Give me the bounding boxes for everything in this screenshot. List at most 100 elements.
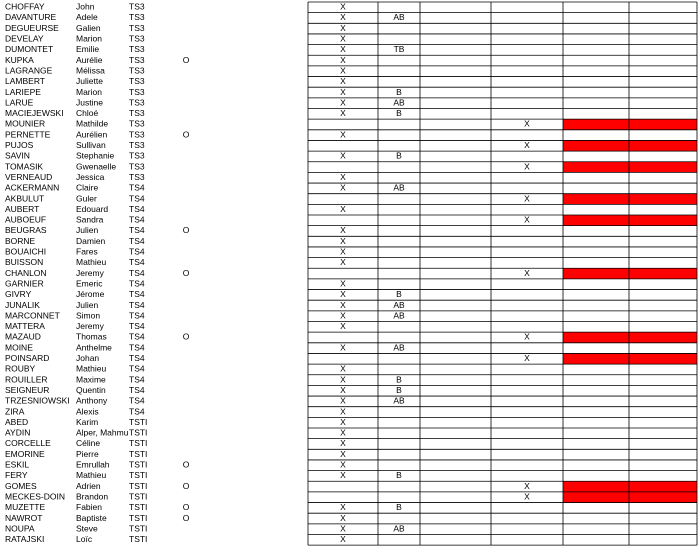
highlight-cell bbox=[563, 491, 697, 503]
cell-text: LARUE bbox=[5, 97, 34, 107]
cell-text: TSTI bbox=[129, 481, 147, 491]
cell-text: TS4 bbox=[129, 364, 145, 374]
cell-text: MATTERA bbox=[5, 321, 45, 331]
cell-text: ABED bbox=[5, 417, 28, 427]
cell-text: TRZESNIOWSKI bbox=[5, 396, 70, 406]
grid-cell-text: B bbox=[396, 470, 402, 480]
grid-cell-text: X bbox=[340, 417, 346, 427]
cell-text: TSTI bbox=[129, 513, 147, 523]
cell-text: MAZAUD bbox=[5, 332, 41, 342]
cell-text: GIVRY bbox=[5, 289, 32, 299]
grid-cell-text: B bbox=[396, 502, 402, 512]
cell-text: Adrien bbox=[76, 481, 101, 491]
cell-text: Marion bbox=[76, 34, 102, 44]
grid-cell-text: X bbox=[524, 140, 530, 150]
highlight-cell bbox=[563, 193, 697, 205]
grid-cell-text: X bbox=[340, 396, 346, 406]
cell-text: TS3 bbox=[129, 172, 145, 182]
cell-text: TS3 bbox=[129, 76, 145, 86]
grid-cell-text: X bbox=[340, 470, 346, 480]
cell-text: Jeremy bbox=[76, 268, 105, 278]
cell-text: VERNEAUD bbox=[5, 172, 52, 182]
cell-text: TS3 bbox=[129, 34, 145, 44]
cell-text: TSTI bbox=[129, 534, 147, 544]
cell-text: TS4 bbox=[129, 289, 145, 299]
cell-text: TS4 bbox=[129, 342, 145, 352]
cell-text: TS4 bbox=[129, 236, 145, 246]
cell-text: TS4 bbox=[129, 310, 145, 320]
cell-text: O bbox=[183, 481, 190, 491]
cell-text: Karim bbox=[76, 417, 98, 427]
cell-text: TS4 bbox=[129, 321, 145, 331]
cell-text: Emrullah bbox=[76, 460, 110, 470]
grid-cell-text: X bbox=[340, 460, 346, 470]
cell-text: John bbox=[76, 2, 95, 12]
cell-text: MUZETTE bbox=[5, 502, 45, 512]
grid-cell-text: X bbox=[340, 374, 346, 384]
grid-cell-text: X bbox=[340, 76, 346, 86]
grid-cell-text: AB bbox=[393, 396, 405, 406]
cell-text: BOUAICHI bbox=[5, 247, 46, 257]
cell-text: TS4 bbox=[129, 374, 145, 384]
grid-cell-text: B bbox=[396, 87, 402, 97]
cell-text: Aurélien bbox=[76, 129, 107, 139]
cell-text: Jessica bbox=[76, 172, 105, 182]
cell-text: TS4 bbox=[129, 268, 145, 278]
cell-text: TS4 bbox=[129, 278, 145, 288]
cell-text: BEUGRAS bbox=[5, 225, 47, 235]
grid-cell-text: X bbox=[340, 513, 346, 523]
grid-cell-text: X bbox=[340, 204, 346, 214]
cell-text: CHANLON bbox=[5, 268, 47, 278]
cell-text: FERY bbox=[5, 470, 28, 480]
cell-text: PERNETTE bbox=[5, 129, 51, 139]
grid-cell-text: TB bbox=[394, 44, 405, 54]
cell-text: JUNALIK bbox=[5, 300, 40, 310]
cell-text: Julien bbox=[76, 300, 98, 310]
cell-text: Edouard bbox=[76, 204, 108, 214]
cell-text: Mathieu bbox=[76, 364, 107, 374]
cell-text: Mathilde bbox=[76, 119, 108, 129]
cell-text: Guler bbox=[76, 193, 97, 203]
grid-cell-text: X bbox=[340, 428, 346, 438]
cell-text: O bbox=[183, 513, 190, 523]
cell-text: Alper, Mahmu bbox=[76, 428, 129, 438]
grid-cell-text: X bbox=[340, 278, 346, 288]
cell-text: DEGUEURSE bbox=[5, 23, 59, 33]
grid-cell-text: X bbox=[524, 491, 530, 501]
cell-text: BORNE bbox=[5, 236, 36, 246]
grid-cell-text: B bbox=[396, 374, 402, 384]
grid-cell-text: X bbox=[524, 215, 530, 225]
cell-text: TS3 bbox=[129, 97, 145, 107]
cell-text: Anthony bbox=[76, 396, 108, 406]
cell-text: NOUPA bbox=[5, 523, 35, 533]
grid-cell-text: X bbox=[340, 2, 346, 12]
cell-text: Steve bbox=[76, 523, 98, 533]
cell-text: O bbox=[183, 502, 190, 512]
highlight-cell bbox=[563, 353, 697, 365]
grid-cell-text: X bbox=[340, 364, 346, 374]
cell-text: Fabien bbox=[76, 502, 102, 512]
cell-text: TS4 bbox=[129, 247, 145, 257]
cell-text: O bbox=[183, 332, 190, 342]
grid-cell-text: B bbox=[396, 289, 402, 299]
grid-cell-text: X bbox=[340, 523, 346, 533]
cell-text: TS3 bbox=[129, 129, 145, 139]
grid-cell-text: AB bbox=[393, 523, 405, 533]
cell-text: ROUBY bbox=[5, 364, 36, 374]
cell-text: Céline bbox=[76, 438, 100, 448]
cell-text: O bbox=[183, 225, 190, 235]
cell-text: Mathieu bbox=[76, 470, 107, 480]
cell-text: AKBULUT bbox=[5, 193, 44, 203]
cell-text: DUMONTET bbox=[5, 44, 53, 54]
cell-text: Sullivan bbox=[76, 140, 106, 150]
cell-text: TSTI bbox=[129, 502, 147, 512]
grid-cell-text: X bbox=[340, 129, 346, 139]
cell-text: TS3 bbox=[129, 119, 145, 129]
cell-text: Damien bbox=[76, 236, 106, 246]
highlight-cell bbox=[563, 332, 697, 343]
cell-text: Mélissa bbox=[76, 65, 105, 75]
grid-cell-text: AB bbox=[393, 342, 405, 352]
cell-text: Anthelme bbox=[76, 342, 112, 352]
grid-cell-text: X bbox=[340, 289, 346, 299]
